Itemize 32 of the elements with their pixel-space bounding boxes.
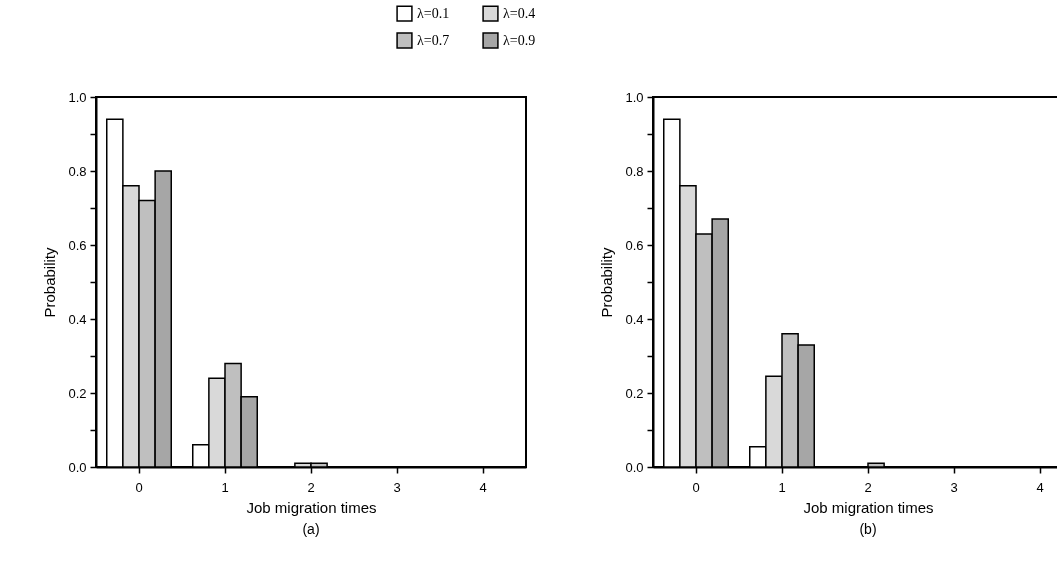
y-tick-label: 0.8: [68, 163, 87, 179]
y-tick-label: 0.2: [625, 385, 644, 401]
legend-label: λ=0.1: [417, 5, 450, 21]
y-axis-title: Probability: [598, 246, 616, 318]
legend-label: λ=0.4: [503, 5, 536, 21]
y-tick-label: 0.0: [625, 459, 644, 475]
text: (a): [302, 521, 320, 537]
y-axis-title: Probability: [41, 246, 59, 318]
y-tick-label: 1.0: [625, 89, 644, 105]
x-tick-label: 1: [778, 479, 786, 495]
y-tick-label: 0.6: [625, 237, 644, 253]
x-tick-label: 2: [307, 479, 315, 495]
x-tick-label: 3: [393, 479, 401, 495]
x-tick-label: 1: [221, 479, 229, 495]
y-tick-label: 0.0: [68, 459, 87, 475]
x-tick-label: 4: [479, 479, 487, 495]
x-tick-label: 4: [1036, 479, 1044, 495]
x-axis-title: Job migration times: [246, 498, 377, 516]
legend-label: λ=0.7: [417, 32, 450, 48]
y-tick-label: 1.0: [68, 89, 87, 105]
x-tick-label: 0: [135, 479, 143, 495]
x-tick-label: 0: [692, 479, 700, 495]
legend-label: λ=0.9: [503, 32, 536, 48]
y-tick-label: 0.4: [68, 311, 87, 327]
y-tick-label: 0.6: [68, 237, 87, 253]
x-tick-label: 2: [864, 479, 872, 495]
x-tick-label: 3: [950, 479, 958, 495]
y-tick-label: 0.4: [625, 311, 644, 327]
y-tick-label: 0.2: [68, 385, 87, 401]
x-axis-title: Job migration times: [803, 498, 934, 516]
y-tick-label: 0.8: [625, 163, 644, 179]
text: (b): [859, 521, 877, 537]
